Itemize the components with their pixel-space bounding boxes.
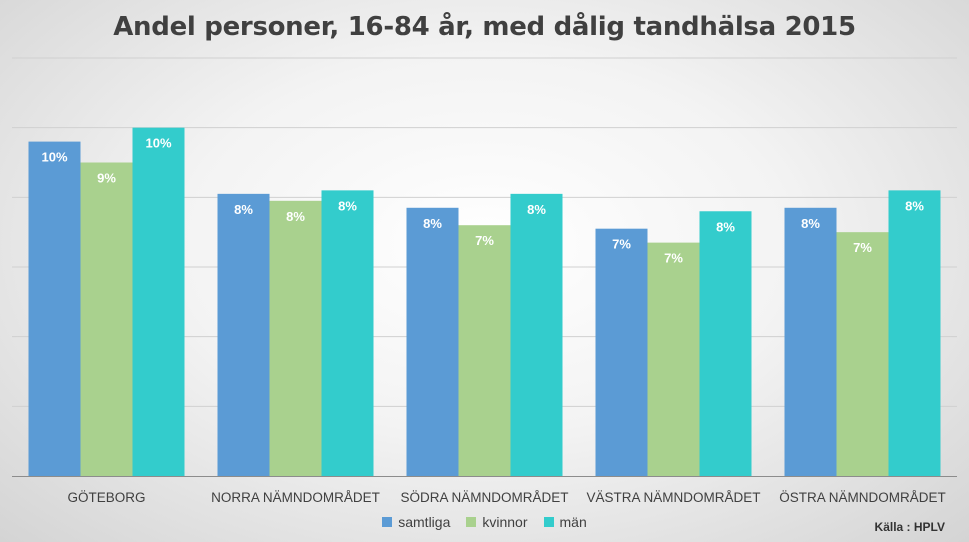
bar-samtliga-1 [217,193,270,476]
bar-kvinnor-4 [836,232,889,476]
x-tick-label: SÖDRA NÄMNDOMRÅDET [400,490,568,505]
data-label: 7% [853,240,872,255]
bar-män-2 [510,193,563,476]
legend-item-kvinnor: kvinnor [466,514,528,530]
legend-label-kvinnor: kvinnor [482,514,528,530]
data-label: 8% [716,219,735,234]
bar-män-4 [888,190,941,476]
bar-kvinnor-0 [80,162,133,476]
data-labels: 10% 9% 10% 8% 8% 8% 8% 7% 8% 7% 7% 8% 8% 7% 8% [41,136,924,266]
data-label: 10% [41,150,67,165]
legend-swatch-kvinnor [466,517,477,527]
bar-samtliga-4 [784,207,837,477]
bar-kvinnor-2 [458,225,511,476]
x-tick-label: NORRA NÄMNDOMRÅDET [211,490,380,505]
data-label: 7% [475,233,494,248]
data-label: 7% [664,251,683,266]
data-label: 8% [286,209,305,224]
data-label: 7% [612,237,631,252]
bars [28,127,941,477]
bar-män-3 [699,211,752,476]
x-tick-label: VÄSTRA NÄMNDOMRÅDET [586,490,760,505]
legend-item-man: män [543,514,587,530]
bar-kvinnor-3 [647,242,700,476]
data-label: 10% [145,136,171,151]
bar-kvinnor-1 [269,200,322,477]
legend-swatch-man [543,517,554,527]
data-label: 9% [97,171,116,186]
bar-samtliga-2 [406,207,459,477]
chart-title: Andel personer, 16-84 år, med dålig tand… [113,12,856,42]
bar-samtliga-3 [595,228,648,476]
legend-swatch-samtliga [382,517,393,527]
source-note: Källa : HPLV [874,520,945,534]
legend-label-samtliga: samtliga [398,514,451,530]
data-label: 8% [801,216,820,231]
bar-samtliga-0 [28,141,81,476]
legend-label-man: män [559,514,587,530]
chart-legend: samtliga kvinnor män [0,514,969,530]
legend-item-samtliga: samtliga [382,514,450,530]
bar-män-1 [321,190,374,476]
bar-män-0 [132,127,185,477]
x-tick-label: GÖTEBORG [67,490,145,505]
data-label: 8% [338,198,357,213]
data-label: 8% [423,216,442,231]
x-tick-label: ÖSTRA NÄMNDOMRÅDET [779,490,946,505]
data-label: 8% [234,202,253,217]
data-label: 8% [905,198,924,213]
data-label: 8% [527,202,546,217]
